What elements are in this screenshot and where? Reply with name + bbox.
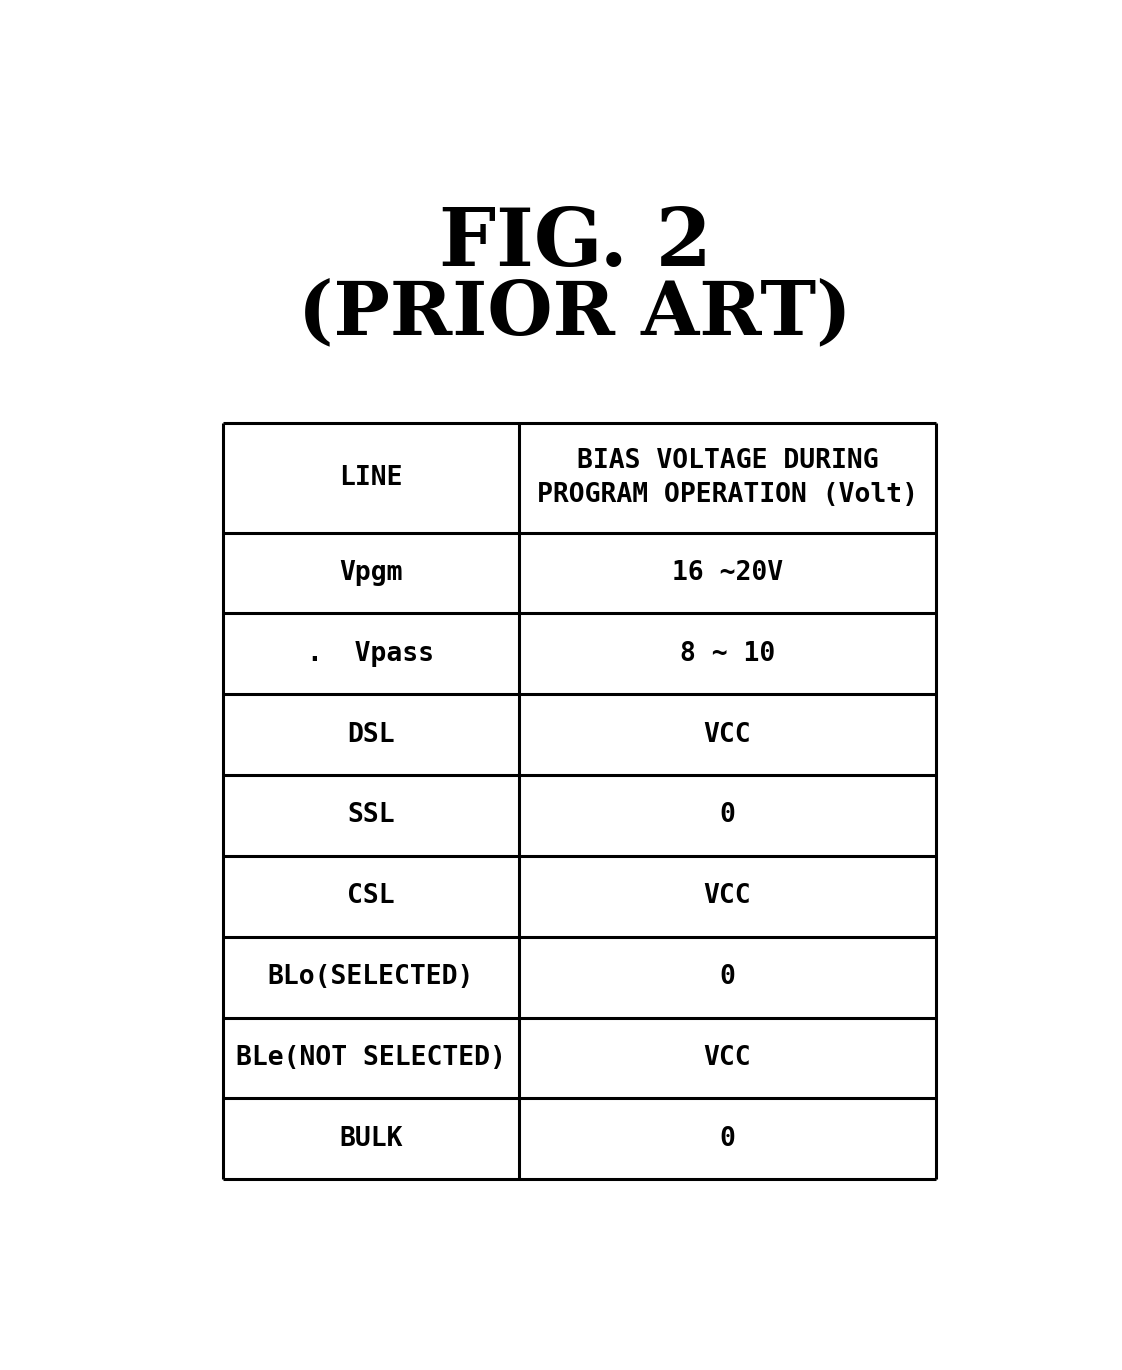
Text: VCC: VCC: [703, 722, 751, 748]
Text: BIAS VOLTAGE DURING
PROGRAM OPERATION (Volt): BIAS VOLTAGE DURING PROGRAM OPERATION (V…: [536, 448, 918, 508]
Text: .  Vpass: . Vpass: [307, 641, 434, 667]
Text: BLo(SELECTED): BLo(SELECTED): [268, 964, 473, 991]
Text: (PRIOR ART): (PRIOR ART): [298, 278, 852, 351]
Text: FIG. 2: FIG. 2: [439, 204, 711, 282]
Text: 0: 0: [719, 964, 735, 991]
Text: 0: 0: [719, 803, 735, 829]
Text: BLe(NOT SELECTED): BLe(NOT SELECTED): [236, 1045, 506, 1071]
Text: 0: 0: [719, 1126, 735, 1152]
Text: DSL: DSL: [347, 722, 395, 748]
Text: BULK: BULK: [339, 1126, 403, 1152]
Text: 16 ~20V: 16 ~20V: [672, 560, 783, 586]
Text: SSL: SSL: [347, 803, 395, 829]
Text: Vpgm: Vpgm: [339, 560, 403, 586]
Text: CSL: CSL: [347, 884, 395, 910]
Text: VCC: VCC: [703, 1045, 751, 1071]
Text: VCC: VCC: [703, 884, 751, 910]
Text: LINE: LINE: [339, 464, 403, 490]
Text: 8 ~ 10: 8 ~ 10: [680, 641, 775, 667]
